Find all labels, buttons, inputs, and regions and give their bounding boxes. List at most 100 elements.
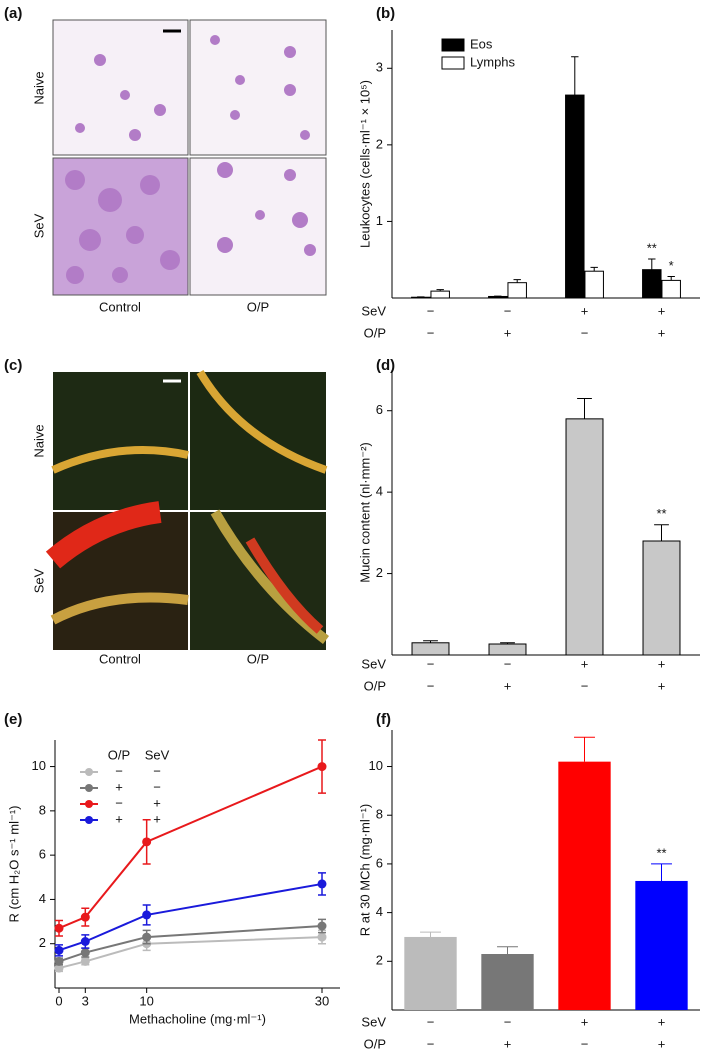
y-tick-label: 3 [376, 60, 383, 75]
condition-label: + [504, 325, 512, 340]
column-label: Control [99, 299, 141, 314]
column-label: O/P [247, 299, 269, 314]
y-axis-label: Mucin content (nl·mm⁻²) [357, 442, 372, 583]
bar [642, 269, 662, 299]
point [54, 945, 64, 955]
legend-marker [85, 800, 93, 808]
line [58, 765, 323, 930]
point [80, 956, 90, 966]
error-bar [571, 56, 579, 96]
bar [430, 290, 450, 299]
y-tick-label: 6 [376, 855, 383, 870]
condition-label: + [581, 656, 589, 671]
y-axis-label: Leukocytes (cells·ml⁻¹ × 10⁵) [357, 80, 372, 248]
bar [584, 270, 604, 299]
line [58, 925, 323, 963]
significance-label: ** [656, 506, 666, 521]
error-bar [651, 863, 672, 881]
panel-label: (e) [4, 711, 22, 728]
y-tick-label: 6 [39, 847, 46, 862]
row-label: O/P [364, 678, 386, 693]
bar [565, 418, 604, 656]
legend-label: − [115, 795, 123, 810]
row-label: Naive [31, 424, 46, 457]
condition-label: + [658, 1036, 666, 1051]
point [54, 956, 64, 966]
condition-label: + [504, 1036, 512, 1051]
legend-marker [85, 768, 93, 776]
legend-label: + [115, 811, 123, 826]
condition-label: − [427, 1014, 435, 1029]
condition-label: + [658, 1014, 666, 1029]
error-bar [667, 276, 675, 281]
tissue [51, 446, 189, 474]
row-label: SeV [361, 656, 386, 671]
bar [635, 880, 688, 1010]
y-tick-label: 4 [376, 484, 383, 499]
point [142, 837, 152, 847]
panel-label: (d) [376, 357, 395, 374]
condition-label: + [658, 303, 666, 318]
row-label: SeV [31, 568, 46, 593]
micrograph-grid-a [52, 19, 327, 296]
y-tick-label: 4 [376, 904, 383, 919]
error-bar [500, 642, 515, 645]
y-tick-label: 2 [39, 935, 46, 950]
condition-label: − [581, 325, 589, 340]
row-label: O/P [364, 325, 386, 340]
legend-header: O/P [108, 747, 130, 762]
condition-label: + [504, 678, 512, 693]
line [58, 882, 323, 952]
column-label: Control [99, 651, 141, 666]
point [142, 910, 152, 920]
tissue [196, 369, 328, 474]
condition-label: − [504, 656, 512, 671]
legend-label: − [153, 779, 161, 794]
condition-label: + [581, 1014, 589, 1029]
error-bar [590, 266, 598, 272]
error-bar [513, 279, 521, 283]
condition-label: − [427, 303, 435, 318]
significance-label: ** [647, 240, 657, 255]
condition-label: − [581, 678, 589, 693]
bar [488, 643, 527, 656]
bar [411, 642, 450, 656]
bar [661, 279, 681, 299]
panel-label: (a) [4, 5, 22, 22]
point [317, 879, 327, 889]
y-axis-label: R (cm H₂O s⁻¹ ml⁻¹) [6, 806, 21, 923]
condition-label: + [658, 325, 666, 340]
bar [558, 761, 611, 1010]
legend-marker [85, 784, 93, 792]
error-bar [648, 258, 656, 270]
condition-label: + [658, 678, 666, 693]
legend-header: SeV [145, 747, 170, 762]
x-tick-label: 3 [82, 993, 89, 1008]
panel-label: (b) [376, 5, 395, 22]
bar [565, 94, 585, 299]
legend-label: + [115, 779, 123, 794]
line [58, 936, 323, 970]
condition-label: − [581, 1036, 589, 1051]
point [142, 932, 152, 942]
panel-label: (c) [4, 357, 22, 374]
tissue [245, 537, 324, 634]
y-tick-label: 1 [376, 213, 383, 228]
legend-label: + [153, 795, 161, 810]
row-label: SeV [361, 303, 386, 318]
bar [404, 936, 457, 1010]
y-tick-label: 2 [376, 136, 383, 151]
x-tick-label: 10 [139, 993, 153, 1008]
micrograph [189, 157, 327, 296]
legend-label: Eos [470, 36, 493, 51]
y-tick-label: 8 [39, 802, 46, 817]
bar [507, 282, 527, 299]
y-tick-label: 2 [376, 565, 383, 580]
condition-label: − [427, 678, 435, 693]
error-bar [436, 289, 444, 292]
column-label: O/P [247, 651, 269, 666]
condition-label: − [427, 656, 435, 671]
micrograph-grid-c [45, 369, 330, 650]
micrograph [52, 19, 189, 156]
error-bar [577, 398, 592, 419]
